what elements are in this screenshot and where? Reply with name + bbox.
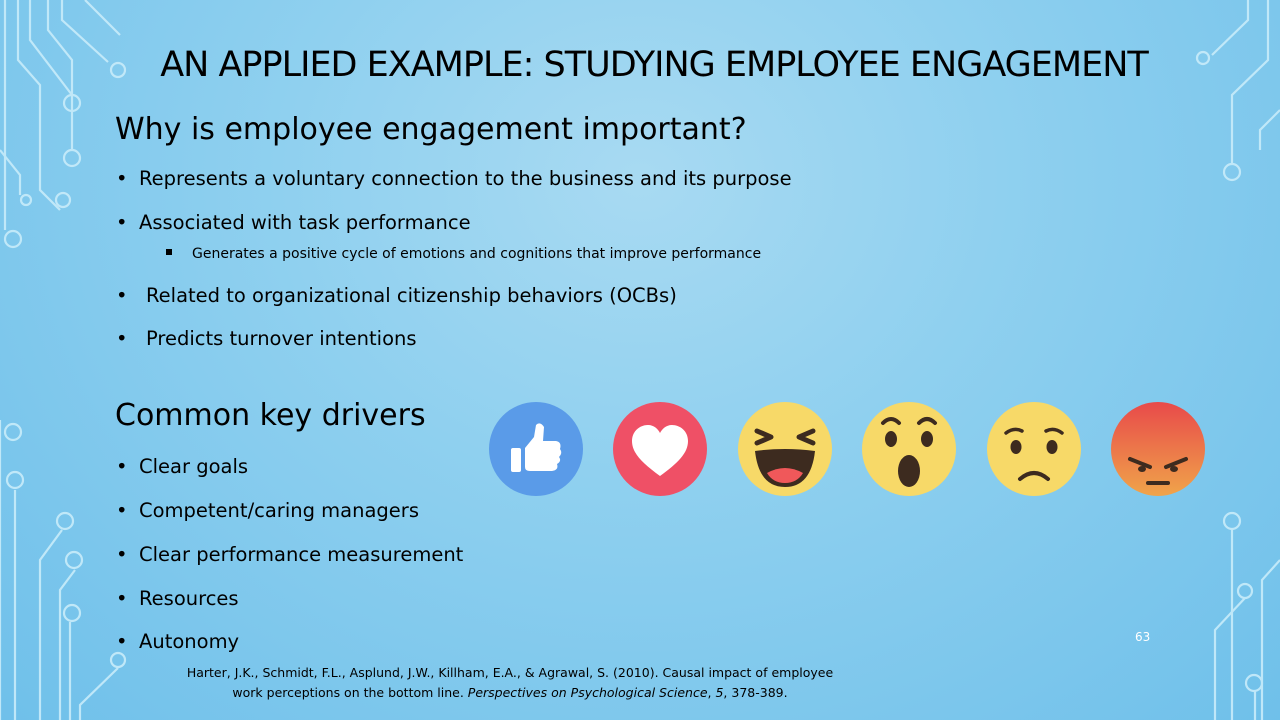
bullet-item: • Related to organizational citizenship b…: [116, 284, 677, 307]
bullet-item: • Predicts turnover intentions: [116, 327, 417, 350]
wow-icon: [862, 402, 956, 496]
bullet-item: • Clear performance measurement: [116, 543, 464, 566]
page-number: 63: [1135, 630, 1151, 644]
bullet-item: • Represents a voluntary connection to th…: [116, 167, 792, 190]
bullet-dot: •: [116, 327, 128, 350]
citation: Harter, J.K., Schmidt, F.L., Asplund, J.…: [150, 663, 870, 703]
bullet-dot: •: [116, 284, 128, 307]
bullet-dot: •: [116, 630, 128, 653]
bullet-item: • Resources: [116, 587, 239, 610]
section-heading-importance: Why is employee engagement important?: [115, 112, 747, 147]
square-bullet-icon: [166, 249, 172, 255]
bullet-item: • Associated with task performance: [116, 211, 471, 234]
sub-bullet-item: Generates a positive cycle of emotions a…: [166, 246, 761, 262]
bullet-dot: •: [116, 499, 128, 522]
bullet-dot: •: [116, 167, 128, 190]
bullet-item: • Autonomy: [116, 630, 240, 653]
bullet-dot: •: [116, 587, 128, 610]
citation-journal: Perspectives on Psychological Science: [467, 685, 708, 700]
citation-line-1: Harter, J.K., Schmidt, F.L., Asplund, J.…: [186, 665, 834, 680]
bullet-item: • Clear goals: [116, 455, 249, 478]
bullet-dot: •: [116, 455, 128, 478]
angry-icon: [1111, 402, 1205, 496]
bullet-dot: •: [116, 211, 128, 234]
love-icon: [613, 402, 707, 496]
bullet-dot: •: [116, 543, 128, 566]
section-heading-drivers: Common key drivers: [115, 398, 426, 433]
citation-volume: 5: [715, 685, 724, 700]
bullet-item: • Competent/caring managers: [116, 499, 419, 522]
sad-icon: [987, 402, 1081, 496]
citation-line-2: work perceptions on the bottom line. Per…: [232, 685, 788, 700]
like-icon: [489, 402, 583, 496]
haha-icon: [738, 402, 832, 496]
slide-title: AN APPLIED EXAMPLE: STUDYING EMPLOYEE EN…: [160, 45, 1149, 85]
